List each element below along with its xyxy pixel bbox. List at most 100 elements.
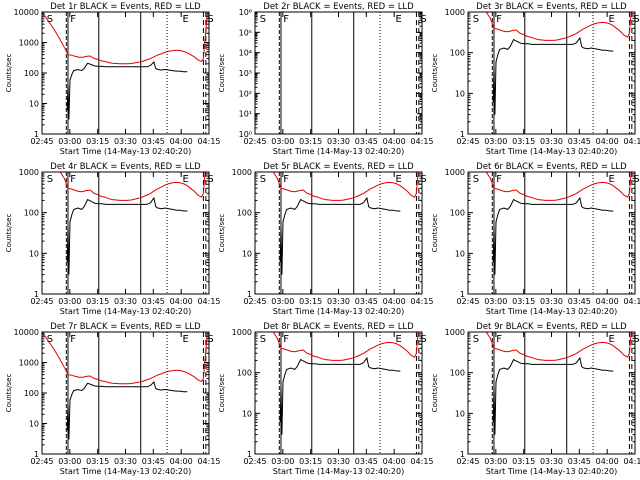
lld-series-line (272, 332, 419, 361)
segment-marker-label: S (633, 14, 639, 25)
x-tick-label: 03:00 (271, 137, 294, 146)
x-tick-label: 04:00 (596, 457, 619, 466)
y-tick-label: 10⁶ (239, 8, 252, 17)
x-tick-label: 03:15 (299, 457, 322, 466)
segment-marker-label: S (420, 174, 426, 185)
detector-panel-5: Det 5r BLACK = Events, RED = LLD S F E S 1 10 1… (218, 162, 434, 316)
lld-series-line (42, 12, 208, 65)
y-axis-label: Counts/sec (218, 214, 226, 253)
lld-series-line (485, 12, 632, 41)
segment-marker-label: S (420, 14, 426, 25)
y-tick-label: 10 (455, 249, 465, 258)
segment-marker-label: E (609, 174, 615, 185)
x-tick-label: 03:30 (540, 457, 563, 466)
y-tick-label: 1 (247, 290, 252, 299)
x-tick-label: 03:15 (86, 297, 109, 306)
segment-marker-label: S (47, 174, 53, 185)
y-tick-label: 100 (237, 369, 252, 378)
y-tick-label: 10 (242, 409, 252, 418)
segment-marker-label: E (396, 334, 402, 345)
x-tick-label: 03:15 (512, 457, 535, 466)
panel-title: Det 7r BLACK = Events, RED = LLD (50, 322, 201, 332)
y-tick-label: 10¹ (239, 110, 252, 119)
detector-panel-1: Det 1r BLACK = Events, RED = LLD S F E S 1 10 1… (5, 2, 221, 156)
x-tick-label: 03:00 (484, 297, 507, 306)
y-tick-label: 1 (247, 450, 252, 459)
x-tick-label: 04:00 (383, 457, 406, 466)
plot-frame (254, 331, 423, 455)
y-tick-label: 10 (29, 249, 39, 258)
segment-marker-label: S (633, 174, 639, 185)
x-tick-label: 02:45 (30, 137, 53, 146)
x-tick-label: 03:45 (142, 297, 165, 306)
x-tick-label: 03:45 (355, 297, 378, 306)
plot-frame (41, 171, 210, 295)
x-tick-label: 02:45 (456, 457, 479, 466)
y-tick-label: 1 (460, 450, 465, 459)
x-tick-label: 02:45 (456, 297, 479, 306)
y-tick-label: 100 (24, 209, 39, 218)
segment-marker-label: F (496, 14, 502, 25)
y-tick-label: 10000 (14, 8, 39, 17)
y-axis-label: Counts/sec (5, 374, 13, 413)
panel-title: Det 5r BLACK = Events, RED = LLD (263, 162, 414, 172)
x-tick-label: 03:00 (484, 457, 507, 466)
panel-title: Det 3r BLACK = Events, RED = LLD (476, 2, 627, 12)
x-tick-label: 02:45 (243, 297, 266, 306)
y-tick-label: 1000 (445, 328, 465, 337)
x-tick-label: 03:30 (327, 137, 350, 146)
x-tick-label: 03:45 (568, 297, 591, 306)
x-tick-label: 04:00 (170, 297, 193, 306)
y-tick-label: 10 (29, 100, 39, 109)
x-tick-label: 04:15 (197, 137, 220, 146)
detector-panel-8: Det 8r BLACK = Events, RED = LLD S F E S 1 10 1… (218, 322, 434, 476)
y-tick-label: 100 (450, 369, 465, 378)
segment-marker-label: F (70, 174, 76, 185)
x-tick-label: 04:15 (623, 297, 640, 306)
panel-title: Det 8r BLACK = Events, RED = LLD (263, 322, 414, 332)
y-tick-label: 1000 (445, 168, 465, 177)
y-tick-label: 1000 (232, 168, 252, 177)
x-tick-label: 04:15 (410, 457, 433, 466)
y-tick-label: 10000 (14, 328, 39, 337)
lld-series-line (42, 332, 208, 385)
detector-panel-4: Det 4r BLACK = Events, RED = LLD S F E S 1 10 1… (5, 162, 221, 316)
x-tick-label: 03:30 (114, 297, 137, 306)
x-tick-label: 03:00 (271, 297, 294, 306)
x-axis-label: Start Time (14-May-13 02:40:20) (60, 307, 191, 316)
y-axis-label: Counts/sec (431, 54, 439, 93)
segment-marker-label: S (473, 174, 479, 185)
plot-frame (467, 331, 636, 455)
x-tick-label: 04:15 (410, 137, 433, 146)
x-tick-label: 03:30 (327, 457, 350, 466)
segment-marker-label: F (283, 174, 289, 185)
y-tick-label: 10³ (239, 69, 252, 78)
y-tick-label: 1000 (232, 328, 252, 337)
y-tick-label: 1000 (19, 168, 39, 177)
panel-title: Det 1r BLACK = Events, RED = LLD (50, 2, 201, 12)
x-tick-label: 03:30 (114, 457, 137, 466)
y-tick-label: 1 (460, 290, 465, 299)
x-tick-label: 03:30 (540, 297, 563, 306)
events-series-line (492, 356, 614, 435)
x-tick-label: 04:15 (197, 297, 220, 306)
panel-title: Det 2r BLACK = Events, RED = LLD (263, 2, 414, 12)
y-tick-label: 10⁰ (239, 130, 252, 139)
segment-marker-label: E (396, 14, 402, 25)
segment-marker-label: S (260, 174, 266, 185)
x-axis-label: Start Time (14-May-13 02:40:20) (60, 147, 191, 156)
y-tick-label: 1000 (445, 8, 465, 17)
detector-panel-3: Det 3r BLACK = Events, RED = LLD S F E S 1 10 1… (431, 2, 640, 156)
y-tick-label: 1000 (19, 359, 39, 368)
y-axis-label: Counts/sec (218, 374, 226, 413)
x-tick-label: 03:30 (114, 137, 137, 146)
y-tick-label: 10 (455, 89, 465, 98)
detector-panel-2: Det 2r BLACK = Events, RED = LLD S F E S 10⁰ 1… (218, 2, 434, 156)
x-axis-label: Start Time (14-May-13 02:40:20) (486, 467, 617, 476)
plot-frame (254, 171, 423, 295)
y-tick-label: 10 (455, 409, 465, 418)
segment-marker-label: F (70, 334, 76, 345)
y-tick-label: 100 (450, 49, 465, 58)
segment-marker-label: S (473, 14, 479, 25)
